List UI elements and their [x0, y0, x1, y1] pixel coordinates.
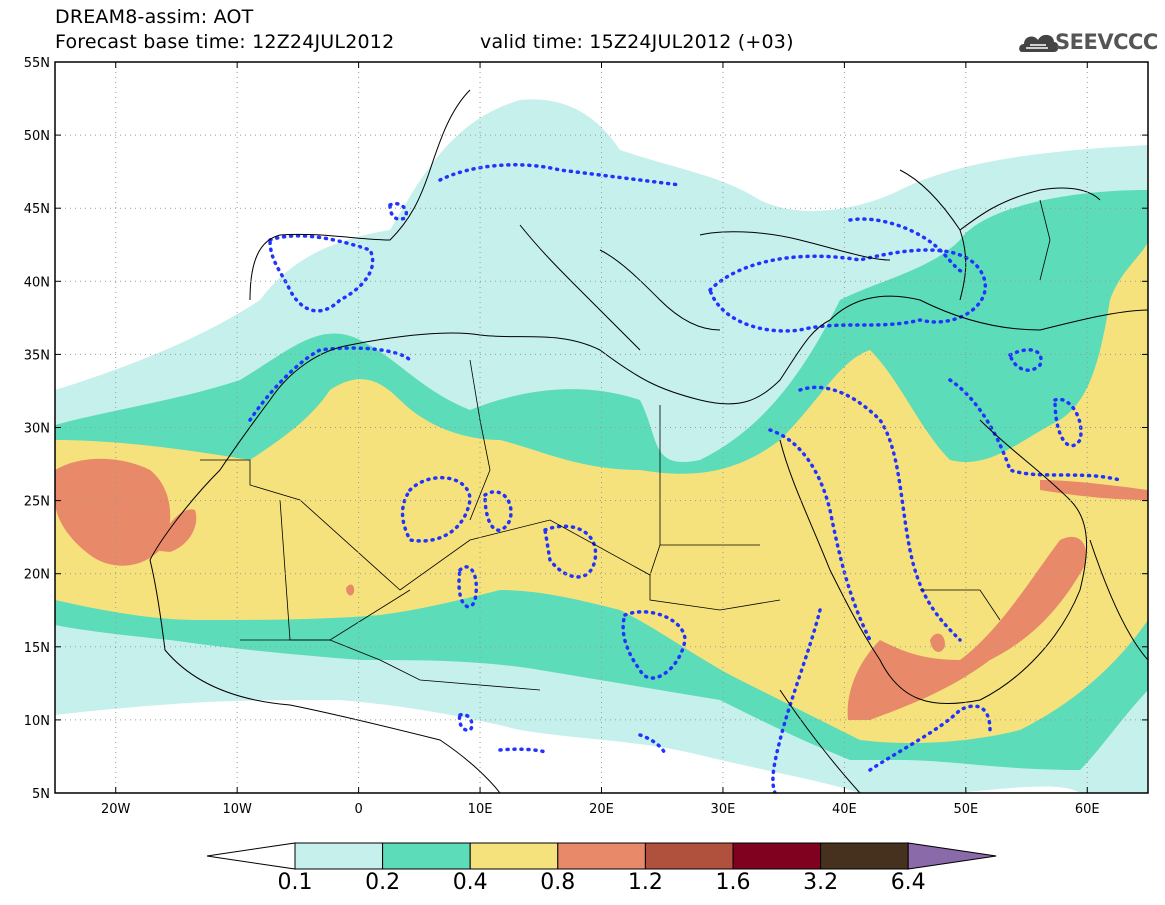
- lon-label: 40E: [832, 802, 857, 817]
- colorbar-label: 0.4: [452, 870, 488, 895]
- lon-label: 10E: [468, 802, 493, 817]
- latitude-labels: 55N 50N 45N 40N 35N 30N 25N 20N 15N 10N 5N: [24, 56, 50, 802]
- aot-field: [55, 62, 1148, 793]
- forecast-base-time: Forecast base time: 12Z24JUL2012: [55, 31, 395, 53]
- valid-time: valid time: 15Z24JUL2012 (+03): [480, 31, 794, 53]
- map-title: DREAM8-assim: AOT: [55, 6, 254, 28]
- axis-ticks: [55, 61, 1148, 794]
- lat-label: 50N: [24, 129, 50, 144]
- lat-label: 35N: [24, 348, 50, 363]
- colorbar-segment: [294, 842, 384, 870]
- lon-label: 0: [354, 802, 362, 817]
- lon-label: 10W: [222, 802, 252, 817]
- colorbar-segment: [557, 842, 646, 870]
- lat-label: 25N: [24, 495, 50, 510]
- colorbar-segment: [382, 842, 471, 870]
- colorbar-label: 3.2: [803, 870, 839, 895]
- dust-deposition-contours: [248, 163, 1122, 793]
- colorbar-label: 0.1: [277, 870, 313, 895]
- graticule: [55, 62, 1148, 793]
- colorbar: [206, 842, 997, 870]
- lat-label: 45N: [24, 202, 50, 217]
- lat-label: 20N: [24, 568, 50, 583]
- aot-patch-small: [346, 584, 355, 596]
- colorbar-segment: [644, 842, 734, 870]
- lat-label: 10N: [24, 714, 50, 729]
- lat-label: 30N: [24, 422, 50, 437]
- lon-label: 20E: [589, 802, 614, 817]
- logo-text: SEEVCCC: [1055, 30, 1158, 54]
- lon-label: 20W: [101, 802, 131, 817]
- lat-label: 15N: [24, 641, 50, 656]
- colorbar-label: 6.4: [890, 870, 926, 895]
- coastlines: [149, 89, 1148, 793]
- aot-contour-0.4: [55, 240, 1148, 743]
- aot-patch-west-africa: [55, 458, 171, 566]
- colorbar-segment: [469, 842, 559, 870]
- colorbar-segment: [732, 842, 822, 870]
- colorbar-label: 1.6: [715, 870, 751, 895]
- longitude-labels: 20W 10W 0 10E 20E 30E 40E 50E 60E: [101, 802, 1100, 817]
- aot-patch-arabia-south: [847, 536, 1087, 720]
- aot-patch-oman: [1040, 480, 1148, 500]
- lon-label: 30E: [711, 802, 736, 817]
- lat-label: 55N: [24, 56, 50, 71]
- colorbar-segment: [820, 842, 909, 870]
- colorbar-segment: [907, 842, 997, 870]
- cloud-logo-icon: [1019, 34, 1059, 52]
- country-borders: [200, 199, 1051, 691]
- lon-label: 50E: [953, 802, 978, 817]
- colorbar-label: 0.8: [540, 870, 576, 895]
- colorbar-label: 1.2: [627, 870, 663, 895]
- lat-label: 40N: [24, 275, 50, 290]
- lat-label: 5N: [32, 787, 50, 802]
- aot-patch-yemen: [930, 633, 945, 652]
- colorbar-label: 0.2: [365, 870, 401, 895]
- lon-label: 60E: [1075, 802, 1100, 817]
- colorbar-segment: [206, 842, 296, 870]
